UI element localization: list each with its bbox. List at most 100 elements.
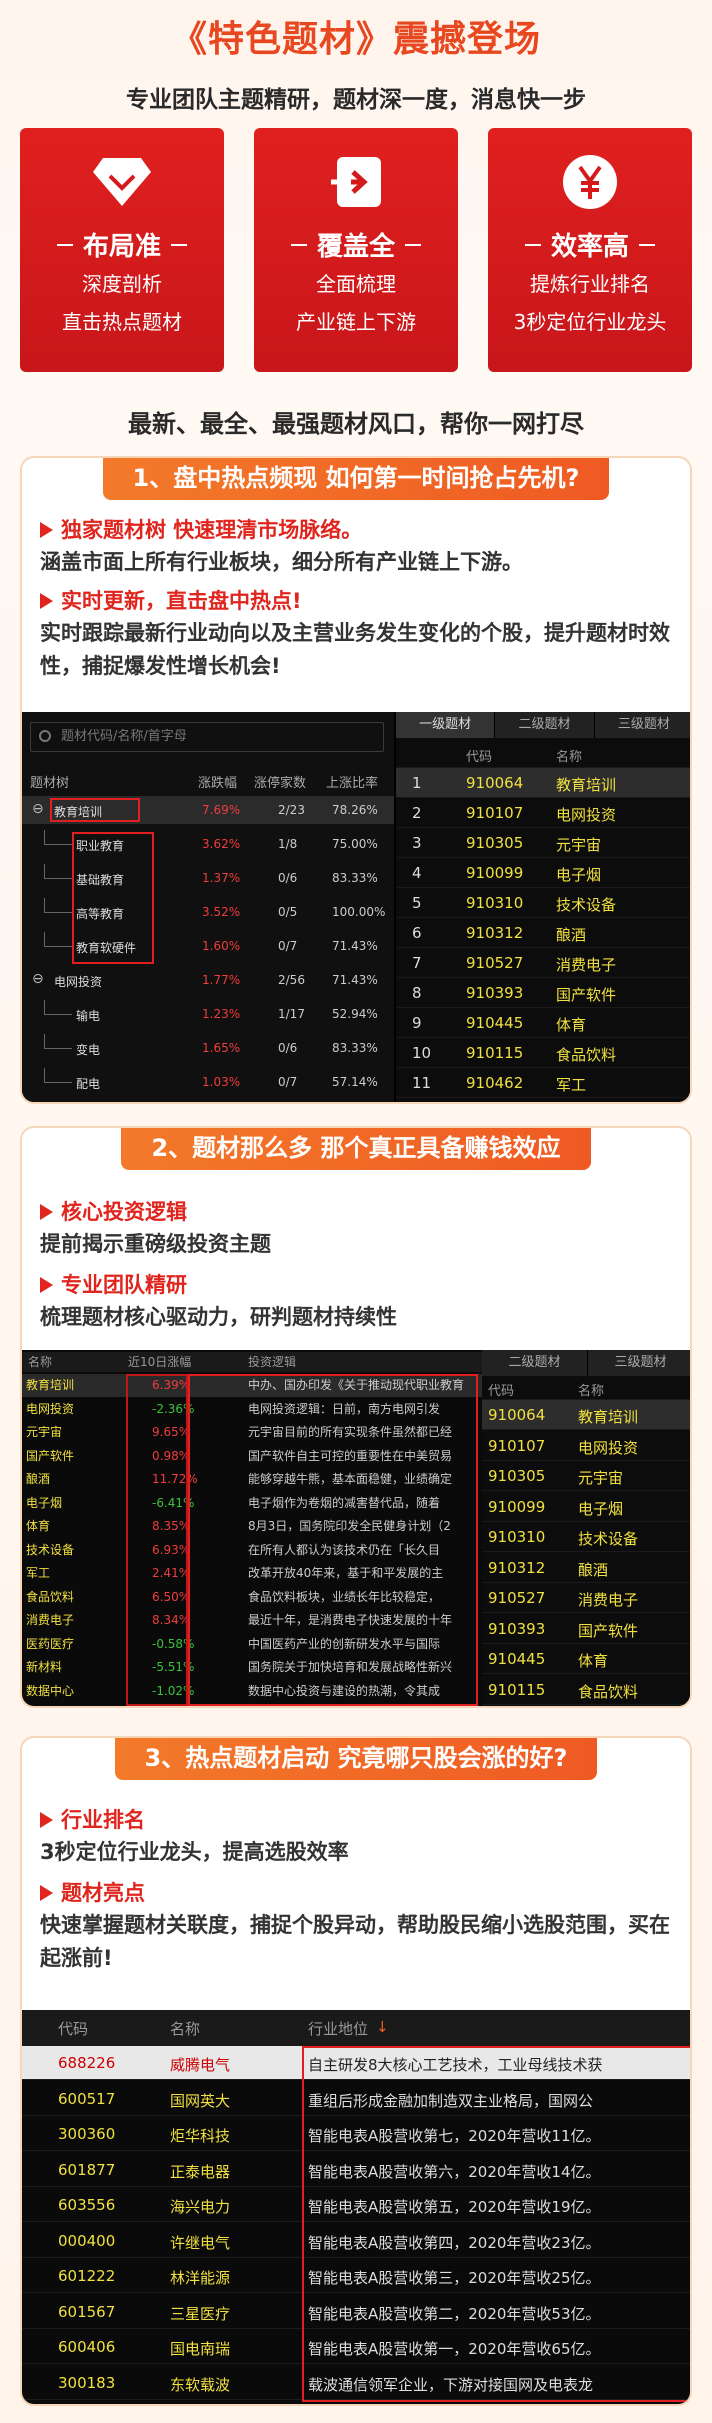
tab-level-3[interactable]: 三级题材 xyxy=(594,712,690,738)
tree-row[interactable]: 基础教育 1.37% 0/6 83.33% xyxy=(22,864,394,892)
topic-code: 910115 xyxy=(466,1044,524,1062)
tree-row[interactable]: 高等教育 3.52% 0/5 100.00% xyxy=(22,898,394,926)
point-heading: 实时更新，直击盘中热点! xyxy=(40,585,690,617)
topic-list-row[interactable]: 2 910107 电网投资 xyxy=(396,798,690,828)
logic-row[interactable]: 体育 8.35% 8月3日，国务院印发全民健身计划（2 xyxy=(22,1515,482,1538)
logic-row[interactable]: 食品饮料 6.50% 食品饮料板块，业绩长年比较稳定， xyxy=(22,1586,482,1609)
topic-list-row[interactable]: 910310 技术设备 xyxy=(482,1522,690,1552)
stock-row[interactable]: 603556 海兴电力 智能电表A股营收第五，2020年营收19亿。 xyxy=(22,2188,690,2222)
topic-name: 国产软件 xyxy=(26,1448,75,1463)
topic-code: 910393 xyxy=(488,1619,546,1638)
row-index: 10 xyxy=(412,1044,432,1062)
logic-row[interactable]: 新材料 -5.51% 国务院关于加快培育和发展战略性新兴 xyxy=(22,1656,482,1679)
up-ratio: 75.00% xyxy=(332,837,378,851)
point-text: 涵盖市面上所有行业板块，细分所有产业链上下游。 xyxy=(40,550,523,574)
logic-row[interactable]: 电子烟 -6.41% 电子烟作为卷烟的减害替代品，随着 xyxy=(22,1492,482,1515)
topic-list-row[interactable]: 910099 电子烟 xyxy=(482,1492,690,1522)
stock-row[interactable]: 600517 国网英大 重组后形成金融加制造双主业格局，国网公 xyxy=(22,2082,690,2116)
stock-row[interactable]: 300360 炬华科技 智能电表A股营收第七，2020年营收11亿。 xyxy=(22,2117,690,2151)
change-10d: 6.93% xyxy=(152,1542,191,1557)
tab-level-2[interactable]: 二级题材 xyxy=(482,1350,588,1376)
topic-name: 医药医疗 xyxy=(26,1636,75,1651)
tree-row[interactable]: 职业教育 3.62% 1/8 75.00% xyxy=(22,830,394,858)
tab-level-3[interactable]: 三级题材 xyxy=(588,1350,690,1376)
topic-list-row[interactable]: 8 910393 国产软件 xyxy=(396,978,690,1008)
stock-name: 炬华科技 xyxy=(170,2127,231,2145)
topic-name: 食品饮料 xyxy=(556,1046,617,1064)
collapse-icon: ⊖ xyxy=(32,971,44,987)
topic-list-row[interactable]: 910115 食品饮料 xyxy=(482,1675,690,1705)
topic-name: 技术设备 xyxy=(578,1530,639,1548)
tab-level-2[interactable]: 二级题材 xyxy=(495,712,595,738)
tree-row[interactable]: 输电 1.23% 1/17 52.94% xyxy=(22,1000,394,1028)
point-heading: 题材亮点 xyxy=(40,1877,690,1909)
change-10d: -2.36% xyxy=(152,1401,195,1416)
tree-row[interactable]: 变电 1.65% 0/6 83.33% xyxy=(22,1034,394,1062)
logic-header: 名称 近10日涨幅 投资逻辑 xyxy=(22,1352,482,1372)
stock-row[interactable]: 601877 正泰电器 智能电表A股营收第六，2020年营收14亿。 xyxy=(22,2153,690,2187)
topic-list-row[interactable]: 4 910099 电子烟 xyxy=(396,858,690,888)
change-10d: 8.35% xyxy=(152,1519,191,1533)
logic-row[interactable]: 技术设备 6.93% 在所有人都认为该技术仍在「长久目 xyxy=(22,1539,482,1562)
up-ratio: 71.43% xyxy=(332,939,378,953)
topic-list-row[interactable]: 910107 电网投资 xyxy=(482,1431,690,1461)
point-heading: 独家题材树 快速理清市场脉络。 xyxy=(40,514,690,546)
change-10d: 6.50% xyxy=(152,1589,191,1604)
search-input[interactable]: 题材代码/名称/首字母 xyxy=(30,722,384,752)
topic-list-row[interactable]: 10 910115 食品饮料 xyxy=(396,1038,690,1068)
investment-logic: 食品饮料板块，业绩长年比较稳定， xyxy=(248,1589,441,1604)
topic-list-row[interactable]: 9 910445 体育 xyxy=(396,1008,690,1038)
investment-logic: 中办、国办印发《关于推动现代职业教育 xyxy=(248,1378,465,1392)
tree-row[interactable]: ⊖ 电网投资 1.77% 2/56 71.43% xyxy=(22,966,394,994)
logic-row[interactable]: 医药医疗 -0.58% 中国医药产业的创新研发水平与国际 xyxy=(22,1633,482,1656)
logic-row[interactable]: 电网投资 -2.36% 电网投资逻辑：日前，南方电网引发 xyxy=(22,1398,482,1421)
tab-level-1[interactable]: 一级题材 xyxy=(396,712,496,738)
change-10d: -0.58% xyxy=(152,1636,195,1651)
logic-row[interactable]: 元宇宙 9.65% 元宇宙目前的所有实现条件虽然都已经 xyxy=(22,1421,482,1444)
topic-list-row[interactable]: 910445 体育 xyxy=(482,1644,690,1674)
stock-row[interactable]: 000400 许继电气 智能电表A股营收第四，2020年营收23亿。 xyxy=(22,2224,690,2258)
logic-row[interactable]: 酿酒 11.72% 能够穿越牛熊，基本面稳健，业绩确定 xyxy=(22,1468,482,1491)
topic-list-row[interactable]: 3 910305 元宇宙 xyxy=(396,828,690,858)
point-text: 梳理题材核心驱动力，研判题材持续性 xyxy=(40,1305,397,1329)
stock-name: 东软载波 xyxy=(170,2375,231,2394)
logic-row[interactable]: 军工 2.41% 改革开放40年来，基于和平发展的主 xyxy=(22,1562,482,1585)
logic-row[interactable]: 教育培训 6.39% 中办、国办印发《关于推动现代职业教育 xyxy=(22,1374,482,1397)
change-pct: 1.60% xyxy=(202,939,241,953)
topic-list-row[interactable]: 910527 消费电子 xyxy=(482,1583,690,1613)
topic-list-row[interactable]: 910393 国产软件 xyxy=(482,1614,690,1644)
topic-list-row[interactable]: 1 910064 教育培训 xyxy=(396,768,690,798)
feature-desc: 深度剖析 xyxy=(82,272,162,296)
industry-position: 智能电表A股营收第一，2020年营收65亿。 xyxy=(308,2340,601,2358)
topic-list-row[interactable]: 11 910462 军工 xyxy=(396,1068,690,1098)
topic-code: 910305 xyxy=(488,1467,546,1485)
stock-row[interactable]: 600406 国电南瑞 智能电表A股营收第一，2020年营收65亿。 xyxy=(22,2330,690,2364)
topic-list-row[interactable]: 5 910310 技术设备 xyxy=(396,888,690,918)
topic-list-row[interactable]: 910305 元宇宙 xyxy=(482,1461,690,1491)
topic-name: 教育培训 xyxy=(26,1378,75,1392)
stock-row[interactable]: 601222 林洋能源 智能电表A股营收第三，2020年营收25亿。 xyxy=(22,2259,690,2293)
point-heading: 行业排名 xyxy=(40,1804,690,1836)
topic-code: 910310 xyxy=(488,1528,546,1546)
logic-row[interactable]: 国产软件 0.98% 国产软件自主可控的重要性在中美贸易 xyxy=(22,1445,482,1468)
stock-row[interactable]: 688226 威腾电气 自主研发8大核心工艺技术，工业母线技术获 xyxy=(22,2046,690,2080)
stock-row[interactable]: 300183 东软载波 载波通信领军企业，下游对接国网及电表龙 xyxy=(22,2366,690,2400)
industry-position: 重组后形成金融加制造双主业格局，国网公 xyxy=(308,2091,594,2110)
logic-row[interactable]: 消费电子 8.34% 最近十年，是消费电子快速发展的十年 xyxy=(22,1609,482,1632)
tree-row[interactable]: 教育软硬件 1.60% 0/7 71.43% xyxy=(22,932,394,960)
topic-list-row[interactable]: 6 910312 酿酒 xyxy=(396,918,690,948)
investment-logic: 电子烟作为卷烟的减害替代品，随着 xyxy=(248,1495,441,1510)
topic-list-row[interactable]: 910064 教育培训 xyxy=(482,1400,690,1430)
logic-row[interactable]: 数据中心 -1.02% 数据中心投资与建设的热潮，令其成 xyxy=(22,1680,482,1703)
tree-row[interactable]: ⊖ 教育培训 7.69% 2/23 78.26% xyxy=(22,796,394,824)
topic-code: 910527 xyxy=(466,954,524,972)
tree-row[interactable]: 配电 1.03% 0/7 57.14% xyxy=(22,1068,394,1096)
topic-list-row[interactable]: 910312 酿酒 xyxy=(482,1553,690,1583)
stock-row[interactable]: 601567 三星医疗 智能电表A股营收第二，2020年营收53亿。 xyxy=(22,2295,690,2329)
sort-down-icon[interactable]: ↓ xyxy=(376,2018,389,2036)
page-title: 《特色题材》震撼登场 xyxy=(170,19,541,60)
row-index: 9 xyxy=(412,1014,422,1032)
topic-list-row[interactable]: 7 910527 消费电子 xyxy=(396,948,690,978)
topic-tree-panel: 题材代码/名称/首字母 题材树 涨跌幅 涨停家数 上涨比率 ⊖ 教育培训 7.69%… xyxy=(22,712,394,1102)
limit-count: 2/23 xyxy=(278,803,305,817)
